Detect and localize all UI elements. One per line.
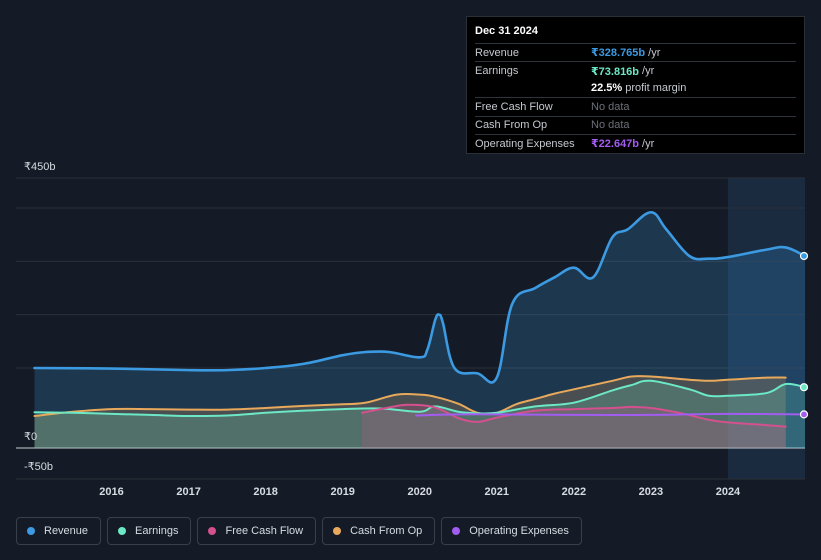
x-tick-label: 2022: [562, 486, 586, 498]
earnings-line: [33, 379, 806, 418]
earnings-end-marker: [799, 383, 809, 392]
tooltip: Dec 31 2024 Revenue ₹328.765b/yr Earnings ₹…: [466, 16, 805, 154]
grid: [16, 177, 805, 480]
x-axis: 2016 2017 2018 2019 2020 2021 2022 2023 2024: [99, 486, 741, 498]
revenue-end-marker: [799, 251, 809, 261]
tooltip-rows: Revenue ₹328.765b/yr Earnings ₹73.816b/yr 22…: [475, 43, 796, 152]
legend-item-revenue[interactable]: Revenue: [16, 517, 102, 545]
tooltip-row-label: Cash From Op: [475, 119, 548, 132]
tooltip-row-value: No data: [591, 100, 630, 113]
y-tick-zero: ₹0: [24, 431, 37, 443]
legend: Revenue Earnings Free Cash Flow Cash From O…: [16, 517, 582, 545]
forecast-shade: [727, 178, 805, 479]
revenue-area: [34, 212, 805, 448]
legend-label: Earnings: [135, 525, 179, 537]
earnings-area: [34, 380, 805, 448]
tooltip-row-value: No data: [591, 119, 630, 132]
x-tick-label: 2023: [639, 486, 663, 498]
x-tick-label: 2017: [176, 486, 200, 498]
free-cash-flow-area: [361, 404, 786, 448]
legend-label: Free Cash Flow: [225, 525, 304, 537]
x-tick-label: 2020: [408, 486, 432, 498]
tooltip-row-unit: /yr: [648, 46, 661, 59]
x-tick-label: 2024: [716, 486, 741, 498]
tooltip-row-value: 22.5%: [591, 82, 623, 95]
legend-item-earnings[interactable]: Earnings: [107, 517, 192, 545]
cash-from-op-line: [33, 375, 787, 417]
tooltip-row-unit: profit margin: [625, 82, 687, 95]
legend-label: Revenue: [44, 525, 89, 537]
free-cash-flow-line: [360, 403, 787, 428]
tooltip-row-label: Revenue: [475, 46, 520, 59]
tooltip-row: Free Cash Flow No data: [475, 97, 796, 115]
tooltip-row: Operating Expenses ₹22.647b/yr: [475, 133, 796, 152]
tooltip-row-label: Free Cash Flow: [475, 100, 553, 113]
tooltip-row: Revenue ₹328.765b/yr: [475, 43, 796, 61]
tooltip-row-label: Operating Expenses: [475, 137, 575, 150]
y-tick-bottom: -₹50b: [24, 461, 53, 473]
tooltip-row-value: ₹22.647b: [591, 138, 640, 151]
legend-dot-icon: [118, 527, 127, 535]
x-tick-label: 2018: [253, 486, 277, 498]
revenue-line: [33, 210, 807, 384]
tooltip-row: Cash From Op No data: [475, 115, 796, 134]
legend-item-free-cash-flow[interactable]: Free Cash Flow: [197, 517, 317, 545]
series-layer: [33, 210, 809, 448]
legend-dot-icon: [27, 527, 35, 535]
tooltip-row-unit: /yr: [642, 137, 655, 150]
tooltip-row-unit: /yr: [642, 65, 655, 78]
tooltip-row: Earnings ₹73.816b/yr: [475, 61, 796, 79]
legend-label: Cash From Op: [350, 525, 423, 537]
tooltip-row-value: ₹328.765b: [591, 47, 646, 60]
y-tick-top: ₹450b: [24, 161, 55, 173]
operating-expenses-end-marker: [799, 410, 809, 419]
x-tick-label: 2019: [330, 486, 354, 498]
operating-expenses-line: [414, 412, 806, 417]
x-tick-label: 2016: [99, 486, 123, 498]
tooltip-row-value: ₹73.816b: [591, 65, 640, 78]
legend-item-operating-expenses[interactable]: Operating Expenses: [441, 517, 582, 545]
tooltip-row: 22.5% profit margin: [475, 80, 796, 97]
legend-item-cash-from-op[interactable]: Cash From Op: [322, 517, 436, 545]
x-tick-label: 2021: [485, 486, 509, 498]
legend-label: Operating Expenses: [469, 525, 569, 537]
legend-dot-icon: [333, 527, 342, 535]
legend-dot-icon: [452, 527, 461, 535]
tooltip-date: Dec 31 2024: [475, 25, 538, 37]
tooltip-row-label: Earnings: [475, 65, 519, 78]
legend-dot-icon: [208, 527, 217, 535]
